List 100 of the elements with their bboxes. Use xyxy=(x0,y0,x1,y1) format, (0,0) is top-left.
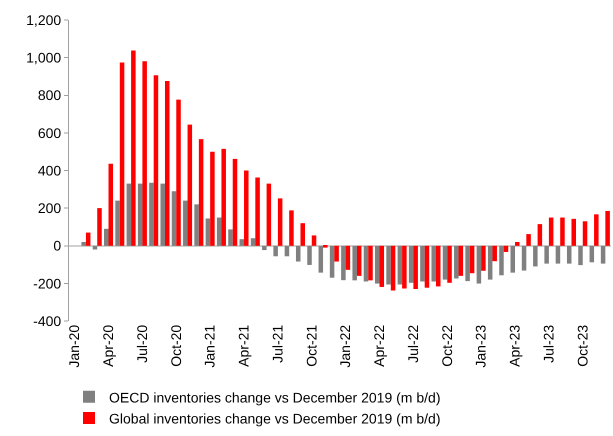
bar xyxy=(526,234,531,246)
legend-label: Global inventories change vs December 2019 (m b/d) xyxy=(109,410,441,426)
bar xyxy=(154,75,158,246)
y-tick-label: 600 xyxy=(38,124,62,141)
bar xyxy=(548,218,554,246)
bar xyxy=(488,246,492,280)
bar xyxy=(375,246,380,284)
bar xyxy=(221,148,226,246)
bar xyxy=(142,61,147,246)
bar xyxy=(590,246,594,262)
x-tick-label: Apr-21 xyxy=(236,324,252,367)
bar xyxy=(447,246,452,283)
bar xyxy=(390,246,396,291)
bar xyxy=(216,218,222,246)
bar xyxy=(312,235,316,246)
bar xyxy=(566,246,572,264)
y-tick-label: 800 xyxy=(38,87,62,104)
bar xyxy=(334,246,339,262)
bar xyxy=(533,246,538,266)
bar xyxy=(582,221,588,246)
bar xyxy=(176,100,181,246)
bar xyxy=(386,246,391,284)
bar xyxy=(104,228,109,246)
bar xyxy=(481,246,486,271)
bar xyxy=(255,177,260,246)
bar xyxy=(380,246,384,287)
y-tick-label: -400 xyxy=(33,312,62,329)
x-tick-label: Apr-20 xyxy=(100,324,116,367)
bar xyxy=(108,164,114,246)
bar xyxy=(476,246,482,284)
bar xyxy=(97,208,102,246)
bar xyxy=(318,246,324,273)
bar xyxy=(420,246,425,282)
x-tick-label: Jan-21 xyxy=(202,324,218,368)
bar xyxy=(356,246,362,276)
legend-label: OECD inventories change vs December 2019 (m b/d) xyxy=(109,389,440,406)
bar xyxy=(341,246,346,280)
bar xyxy=(81,242,86,246)
bar xyxy=(307,246,312,265)
x-tick-label: Jan-23 xyxy=(472,324,489,368)
x-tick-label: Jul-23 xyxy=(540,324,556,363)
bar xyxy=(131,50,136,246)
bar xyxy=(262,246,267,250)
y-tick-label: 1,000 xyxy=(26,50,62,66)
x-tick-label: Apr-23 xyxy=(506,324,523,367)
bar xyxy=(442,246,448,280)
x-tick-label: Jan-20 xyxy=(66,324,82,368)
x-tick-label: Oct-22 xyxy=(438,324,455,367)
bar xyxy=(300,223,305,246)
x-tick-label: Jul-21 xyxy=(269,324,286,363)
y-tick-label: -200 xyxy=(33,275,62,292)
bar xyxy=(266,184,272,246)
bar xyxy=(330,246,334,278)
bar xyxy=(284,246,290,256)
y-tick-label: 0 xyxy=(53,238,62,254)
bar xyxy=(289,210,294,246)
y-tick-label: 1,200 xyxy=(26,12,62,28)
x-tick-label: Oct-20 xyxy=(168,324,184,367)
bar xyxy=(510,246,516,273)
bar xyxy=(346,246,350,270)
x-tick-label: Apr-22 xyxy=(371,324,388,367)
bar xyxy=(522,246,526,271)
bar xyxy=(138,184,142,246)
bar xyxy=(504,246,508,252)
bar xyxy=(164,80,170,246)
bar xyxy=(250,238,256,246)
bar xyxy=(86,232,90,246)
bar xyxy=(126,184,132,246)
x-tick-label: Jan-22 xyxy=(337,324,354,368)
bar xyxy=(515,242,520,246)
bar xyxy=(458,246,464,276)
bar xyxy=(120,62,124,246)
bar xyxy=(278,198,282,246)
bar xyxy=(560,218,565,246)
bar xyxy=(431,246,436,282)
bar xyxy=(398,246,402,284)
bar xyxy=(470,246,474,274)
bar xyxy=(436,246,440,286)
bar xyxy=(183,200,188,246)
bar xyxy=(273,246,278,256)
x-tick-label: Jul-20 xyxy=(134,324,150,363)
bar xyxy=(465,246,470,282)
y-tick-label: 400 xyxy=(38,162,62,178)
bar xyxy=(402,246,407,288)
bar xyxy=(499,246,504,276)
bar xyxy=(364,246,368,282)
bar xyxy=(198,139,204,246)
bar xyxy=(323,245,328,248)
bar xyxy=(424,246,430,288)
bar xyxy=(92,246,98,250)
bar xyxy=(408,246,414,283)
bar xyxy=(605,210,610,246)
bar xyxy=(492,246,497,262)
bar xyxy=(538,224,542,246)
bar xyxy=(228,229,233,246)
bar xyxy=(413,246,418,290)
bar xyxy=(600,246,606,264)
bar xyxy=(296,246,300,262)
bar xyxy=(172,191,176,246)
bar xyxy=(594,214,599,246)
